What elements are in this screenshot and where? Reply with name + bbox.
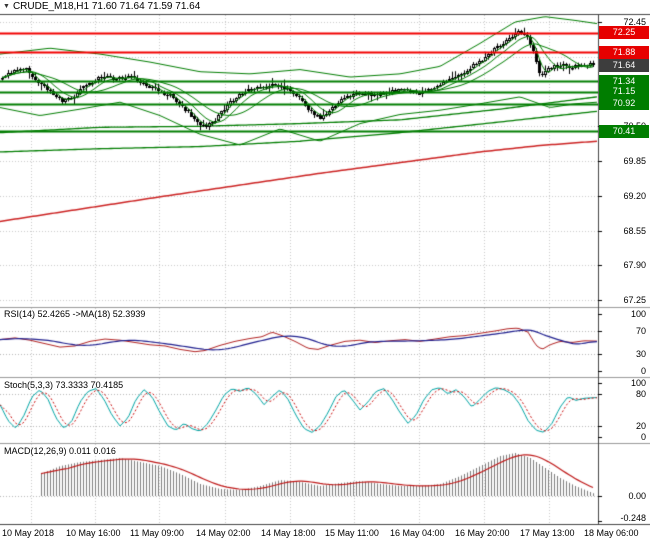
price-tick-label: 67.90 bbox=[623, 260, 646, 271]
indicator-tick-label: 80 bbox=[635, 388, 646, 399]
price-tick-label: 69.85 bbox=[623, 156, 646, 166]
price-level-badge: 70.41 bbox=[599, 124, 649, 138]
stoch-indicator-label: Stoch(5,3,3) 73.3333 70.4185 bbox=[4, 380, 124, 390]
time-tick-label: 18 May 06:00 bbox=[584, 528, 639, 538]
indicator-tick-label: 0 bbox=[640, 366, 646, 377]
time-tick-label: 17 May 13:00 bbox=[520, 528, 575, 538]
time-tick-label: 10 May 2018 bbox=[2, 528, 55, 538]
rsi-indicator-label: RSI(14) 52.4265 ->MA(18) 52.3939 bbox=[4, 309, 146, 319]
indicator-tick-label: 30 bbox=[635, 349, 646, 359]
indicator-tick-label: 0 bbox=[640, 431, 646, 442]
indicator-tick-label: 0.00 bbox=[628, 491, 646, 501]
indicator-tick-label: -0.248 bbox=[620, 513, 646, 523]
time-tick-label: 15 May 11:00 bbox=[325, 528, 379, 538]
price-tick-label: 69.20 bbox=[623, 190, 646, 201]
symbol-ohlc-label: CRUDE_M18,H1 71.60 71.64 71.59 71.64 bbox=[12, 1, 201, 12]
price-level-badge: 72.25 bbox=[599, 26, 649, 40]
time-tick-label: 14 May 02:00 bbox=[196, 528, 251, 538]
time-tick-label: 16 May 04:00 bbox=[390, 528, 445, 538]
price-level-badge: 71.34 bbox=[599, 74, 649, 88]
indicator-tick-label: 70 bbox=[635, 326, 646, 336]
indicator-tick-label: 100 bbox=[630, 308, 646, 319]
triangle-marker-icon: ▼ bbox=[3, 3, 10, 10]
macd-indicator-label: MACD(12,26,9) 0.011 0.016 bbox=[4, 446, 116, 456]
price-tick-label: 67.25 bbox=[623, 295, 646, 305]
indicator-tick-label: 20 bbox=[635, 420, 646, 431]
chart-symbol-header: ▼ CRUDE_M18,H1 71.60 71.64 71.59 71.64 bbox=[3, 1, 200, 12]
price-level-badge: 71.64 bbox=[599, 58, 649, 72]
time-tick-label: 16 May 20:00 bbox=[455, 528, 510, 538]
indicator-tick-label: 100 bbox=[630, 378, 646, 389]
price-level-badge: 71.15 bbox=[599, 85, 649, 98]
price-level-badge: 70.92 bbox=[599, 97, 649, 111]
time-tick-label: 14 May 18:00 bbox=[261, 528, 316, 538]
price-tick-label: 68.55 bbox=[623, 225, 646, 236]
time-tick-label: 11 May 09:00 bbox=[130, 528, 184, 538]
price-tick-label: 72.45 bbox=[623, 17, 646, 27]
time-tick-label: 10 May 16:00 bbox=[66, 528, 121, 538]
price-level-badge: 71.88 bbox=[599, 45, 649, 59]
